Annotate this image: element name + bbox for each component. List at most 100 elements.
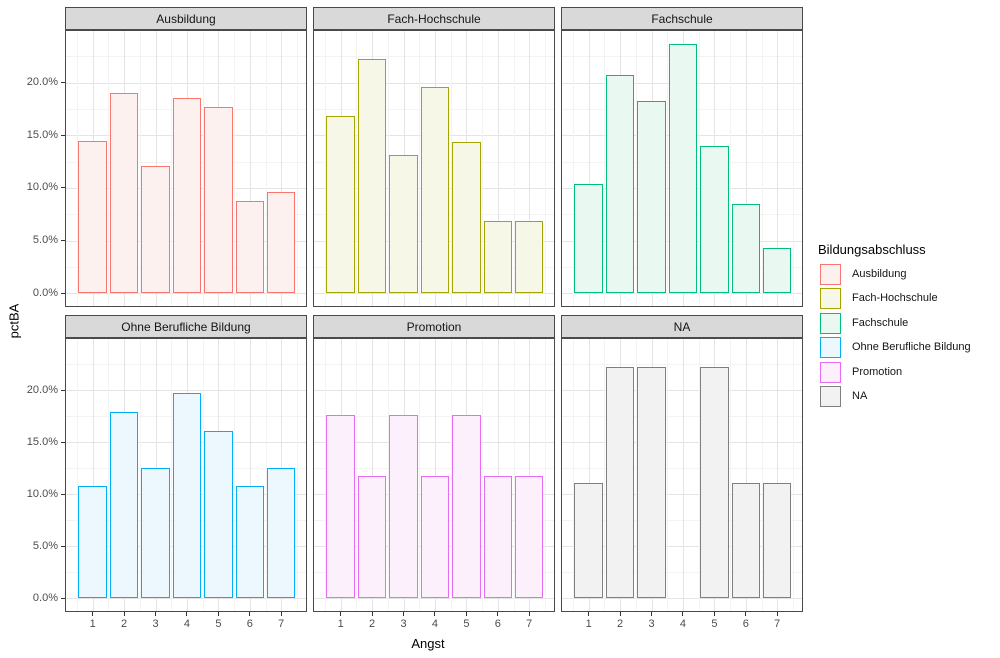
gridline-v-minor: [450, 339, 452, 611]
bar-fach-hochschule-x3: [389, 155, 418, 294]
bar-ohne-berufliche-bildung-x1: [78, 485, 107, 599]
bar-ohne-berufliche-bildung-x2: [109, 411, 139, 599]
legend-item-label: NA: [852, 390, 868, 402]
x-tick-mark: [123, 612, 125, 616]
gridline-v-minor: [139, 31, 141, 306]
gridline-h-major: [66, 390, 306, 392]
x-tick-mark: [713, 612, 715, 616]
x-tick-mark: [682, 612, 684, 616]
gridline-v-minor: [730, 31, 732, 306]
gridline-v-minor: [635, 31, 637, 306]
x-tick-mark: [371, 612, 373, 616]
gridline-v-minor: [76, 339, 78, 611]
bar-fach-hochschule-x1: [326, 116, 355, 294]
x-tick-mark: [434, 612, 436, 616]
gridline-v-minor: [792, 31, 794, 306]
bar-fach-hochschule-x5: [452, 141, 481, 294]
x-tick-label: 7: [774, 618, 781, 630]
x-tick-label: 3: [648, 618, 655, 630]
gridline-v-minor: [296, 31, 298, 306]
bar-fachschule-x6: [731, 203, 761, 294]
legend-item-label: Promotion: [852, 365, 903, 378]
bar-na-x3: [637, 367, 666, 599]
x-tick-label: 4: [431, 618, 439, 630]
bar-ausbildung-x3: [141, 165, 170, 294]
gridline-v-major: [249, 339, 251, 611]
gridline-h-major: [314, 442, 554, 444]
y-tick-mark: [61, 82, 65, 84]
gridline-v-major: [281, 31, 283, 306]
gridline-v-minor: [761, 339, 763, 611]
gridline-h-major: [314, 82, 554, 84]
bar-ohne-berufliche-bildung-x4: [172, 393, 202, 599]
x-tick-mark: [619, 612, 621, 616]
x-tick-mark: [217, 612, 219, 616]
gridline-v-minor: [419, 339, 421, 611]
legend-key-swatch: [820, 361, 841, 383]
x-tick-mark: [651, 612, 653, 616]
facet-panel-na: [561, 338, 803, 612]
gridline-v-major: [682, 339, 684, 611]
gridline-v-major: [249, 31, 251, 306]
y-tick-label: 0.0%: [32, 591, 58, 604]
x-tick-mark: [588, 612, 590, 616]
x-tick-mark: [403, 612, 405, 616]
x-tick-label: 5: [463, 618, 470, 630]
bar-promotion-x2: [357, 475, 387, 599]
legend-item-label: Fach-Hochschule: [852, 292, 938, 305]
y-tick-mark: [61, 389, 65, 391]
gridline-h-minor: [314, 468, 554, 470]
gridline-v-major: [745, 339, 747, 611]
gridline-v-minor: [482, 339, 484, 611]
bar-promotion-x4: [420, 475, 450, 599]
bar-fach-hochschule-x7: [514, 220, 544, 294]
bar-promotion-x7: [514, 475, 544, 599]
bar-na-x1: [574, 482, 603, 599]
gridline-h-minor: [562, 572, 802, 574]
gridline-v-minor: [604, 339, 606, 611]
facet-strip-label: Promotion: [406, 319, 462, 334]
gridline-v-major: [588, 339, 590, 611]
x-tick-mark: [528, 612, 530, 616]
gridline-h-minor: [66, 56, 306, 58]
x-tick-label: 1: [89, 618, 96, 630]
gridline-h-major: [562, 293, 802, 295]
gridline-v-minor: [761, 31, 763, 306]
y-tick-label: 10.0%: [26, 181, 58, 194]
x-tick-mark: [776, 612, 778, 616]
gridline-v-minor: [108, 339, 110, 611]
bar-ausbildung-x4: [172, 98, 202, 294]
y-tick-label: 5.0%: [32, 234, 58, 247]
legend-key-swatch: [820, 312, 841, 334]
x-tick-label: 1: [337, 618, 344, 630]
facet-strip-fachschule: Fachschule: [561, 7, 803, 30]
bar-fachschule-x7: [762, 248, 792, 294]
bar-na-x6: [731, 482, 761, 599]
gridline-h-major: [314, 293, 554, 295]
x-tick-mark: [249, 612, 251, 616]
gridline-v-minor: [356, 31, 358, 306]
facet-strip-promotion: Promotion: [313, 315, 555, 338]
legend-item-label: Ausbildung: [852, 268, 907, 280]
gridline-v-minor: [324, 31, 326, 306]
gridline-v-minor: [572, 31, 574, 306]
bar-fachschule-x2: [605, 75, 635, 294]
y-tick-label: 15.0%: [26, 435, 58, 448]
x-tick-mark: [465, 612, 467, 616]
gridline-h-major: [562, 598, 802, 600]
gridline-h-major: [562, 442, 802, 444]
gridline-h-major: [66, 82, 306, 84]
gridline-v-minor: [356, 339, 358, 611]
y-tick-label: 10.0%: [26, 487, 58, 500]
gridline-v-major: [372, 339, 374, 611]
gridline-v-minor: [296, 339, 298, 611]
y-tick-mark: [61, 545, 65, 547]
gridline-v-minor: [76, 31, 78, 306]
gridline-v-minor: [544, 339, 546, 611]
x-tick-label: 6: [246, 618, 253, 630]
gridline-v-major: [92, 339, 94, 611]
x-tick-label: 2: [617, 618, 624, 630]
gridline-h-minor: [562, 364, 802, 365]
gridline-v-minor: [450, 31, 452, 306]
legend-key-swatch: [820, 288, 841, 310]
